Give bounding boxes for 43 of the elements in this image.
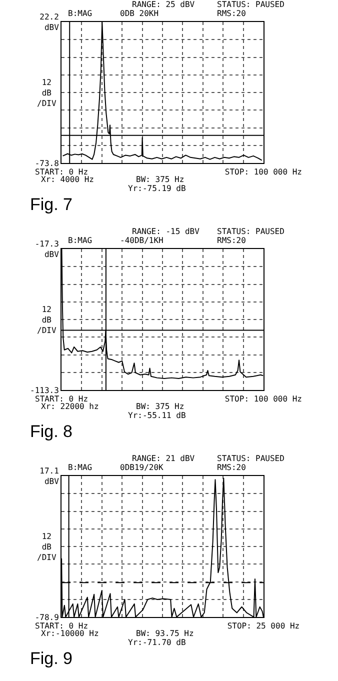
text: BW: 93.75 Hz [136,629,194,638]
text: STATUS: PAUSED [217,0,285,9]
text: Yr:-75.19 dB [128,184,186,193]
text: B:MAG [68,9,92,18]
text: Fig. 8 [30,422,73,441]
text: 0DB19/20K [120,463,164,472]
y-tick-label: 22.2 dBV [40,12,60,32]
text: -40DB/1KH [120,236,164,245]
text: Yr:-55.11 dB [128,411,186,420]
text: Xr: 4000 Hz [41,175,94,184]
text: RANGE: 21 dBV [132,454,195,463]
y-axis-title: 12 dB /DIV [37,78,56,108]
text: STATUS: PAUSED [217,227,285,236]
x-tick-label: START: 0 Hz [35,394,88,404]
text: 0DB 20KH [120,9,159,18]
text: Fig. 9 [30,649,73,668]
x-tick-label: STOP: 25 000 Hz [227,622,300,631]
line-series [62,22,262,161]
y-tick-label: -73.8 [34,158,60,168]
y-axis-title: 12 dB /DIV [37,532,56,562]
x-tick-label: START: 0 Hz [35,168,88,177]
y-axis-title: 12 dB /DIV [37,305,56,335]
text: BW: 375 Hz [136,175,184,184]
text: STATUS: PAUSED [217,454,285,463]
text: Xr: 22000 hz [41,402,99,411]
text: RANGE: 25 dBV [132,0,195,9]
x-tick-label: STOP: 100 000 Hz [224,168,302,177]
text: RANGE: -15 dBV [132,227,200,236]
text: B:MAG [68,236,92,245]
text: Fig. 7 [30,195,73,214]
y-tick-label: -17.3 dBV [34,240,60,259]
text: BW: 375 Hz [136,402,184,411]
text: RMS:20 [217,463,246,472]
text: Yr:-71.70 dB [128,638,186,647]
text: RMS:20 [217,9,246,18]
text: RMS:20 [217,236,246,245]
y-tick-label: -113.3 [30,386,60,395]
y-tick-label: 17.1 dBV [40,466,60,486]
x-tick-label: START: 0 Hz [35,622,88,631]
x-tick-label: STOP: 100 000 Hz [224,394,302,404]
y-tick-label: -78.9 [34,612,60,622]
text: B:MAG [68,463,92,472]
text: Xr:-10000 Hz [41,629,99,638]
